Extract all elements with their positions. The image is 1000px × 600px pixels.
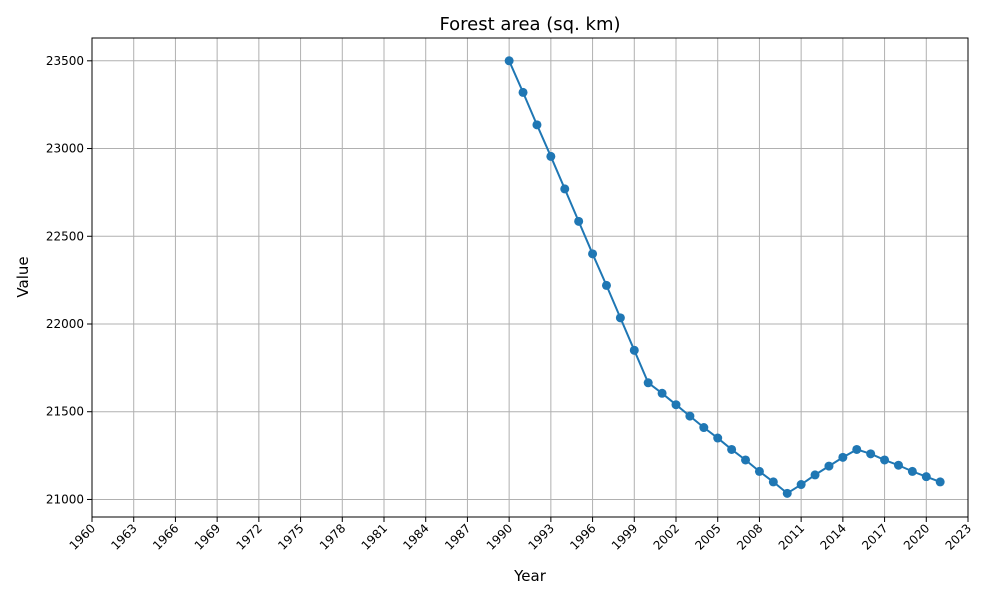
data-point — [754, 466, 764, 476]
y-tick-label: 22000 — [46, 317, 84, 331]
data-point — [852, 444, 862, 454]
data-point — [699, 423, 709, 433]
y-axis-label: Value — [14, 256, 32, 297]
data-point — [824, 461, 834, 471]
data-point — [907, 466, 917, 476]
data-point — [893, 460, 903, 470]
data-point — [518, 87, 528, 97]
data-point — [629, 345, 639, 355]
y-tick-label: 23500 — [46, 54, 84, 68]
plot-frame — [91, 37, 969, 518]
gridlines — [91, 38, 969, 517]
data-point — [880, 455, 890, 465]
data-point — [671, 400, 681, 410]
data-point — [574, 216, 584, 226]
data-point — [866, 449, 876, 459]
data-point — [588, 249, 598, 259]
data-point — [546, 151, 556, 161]
data-point — [727, 444, 737, 454]
x-axis-label: Year — [513, 567, 547, 585]
data-point — [782, 488, 792, 498]
data-point — [838, 452, 848, 462]
y-tick-label: 21000 — [46, 492, 84, 506]
data-point — [685, 411, 695, 421]
data-point — [768, 477, 778, 487]
data-point — [504, 56, 514, 66]
data-point — [810, 470, 820, 480]
data-point — [713, 433, 723, 443]
data-point — [935, 477, 945, 487]
data-point — [643, 378, 653, 388]
data-point — [560, 184, 570, 194]
y-tick-label: 21500 — [46, 405, 84, 419]
y-tick-label: 23000 — [46, 142, 84, 156]
data-point — [615, 313, 625, 323]
data-point — [601, 280, 611, 290]
data-point — [921, 472, 931, 482]
data-point — [796, 480, 806, 490]
data-series — [504, 56, 945, 498]
data-point — [657, 388, 667, 398]
y-tick-label: 22500 — [46, 229, 84, 243]
chart-title: Forest area (sq. km) — [439, 14, 620, 35]
data-point — [532, 120, 542, 130]
data-point — [741, 455, 751, 465]
